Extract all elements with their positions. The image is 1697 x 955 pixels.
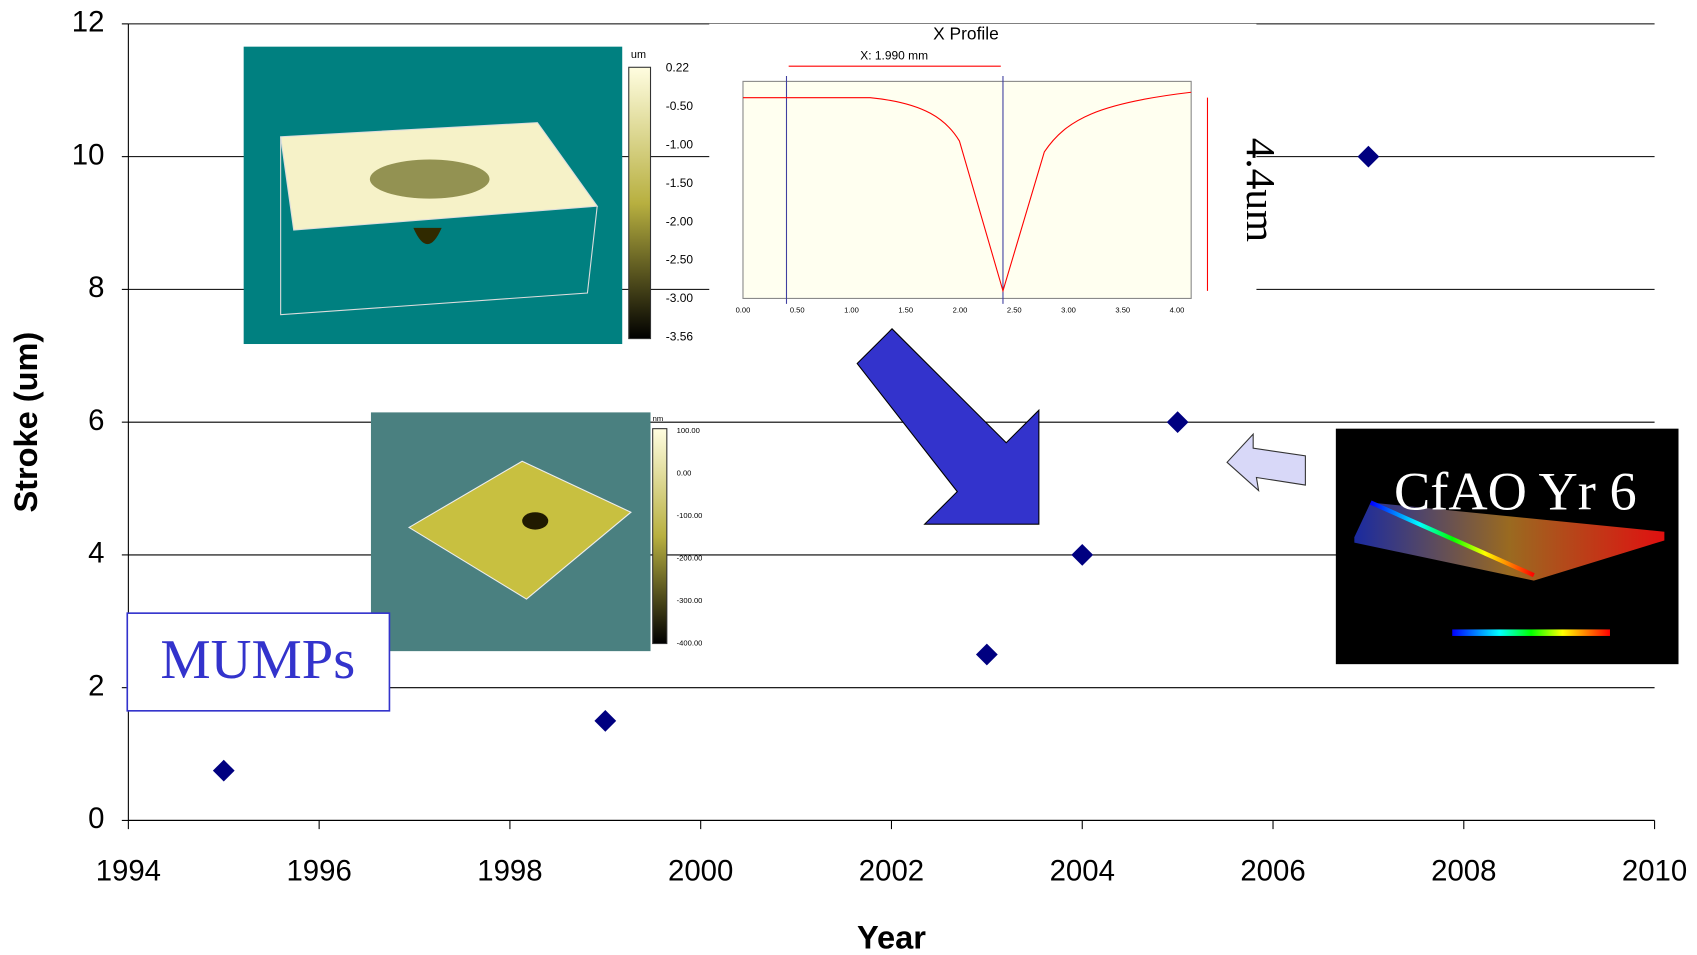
x-tick-label: 1998 — [477, 854, 542, 887]
colorbar-label: -300.00 — [677, 596, 703, 605]
colorbar-label: -200.00 — [677, 553, 703, 562]
profile-tick-label: 0.00 — [736, 305, 751, 314]
profile-tick-label: 2.00 — [953, 305, 968, 314]
colorbar-label: -1.00 — [666, 137, 694, 151]
chart: 0 2 4 6 8 10 12 1994 1996 1998 2000 2002 2004 2006 200… — [0, 0, 1697, 955]
arrow — [857, 329, 1039, 524]
profile-tick-label: 0.50 — [790, 305, 805, 314]
x-tick-label: 2010 — [1622, 854, 1687, 887]
surface-inset — [244, 47, 651, 344]
colorbar-label: -100.00 — [677, 511, 703, 520]
y-tick-label: 2 — [88, 669, 104, 702]
colorbar-unit: nm — [653, 414, 664, 423]
profile-tick-label: 1.00 — [844, 305, 859, 314]
y-tick-label: 4 — [88, 537, 104, 570]
y-axis-label: Stroke (um) — [7, 332, 44, 513]
colorbar-label: 0.22 — [666, 61, 690, 75]
colorbar-unit: um — [631, 49, 646, 61]
colorbar-label: -400.00 — [677, 639, 703, 648]
colorbar-label: -0.50 — [666, 99, 694, 113]
profile-tick-label: 1.50 — [898, 305, 913, 314]
colorbar-label: -1.50 — [666, 176, 694, 190]
annotation: MUMPs — [160, 629, 355, 691]
x-tick-label: 2004 — [1050, 854, 1115, 887]
data-point — [594, 710, 616, 732]
y-tick-label: 10 — [72, 138, 105, 171]
colorbar-label: 100.00 — [677, 426, 700, 435]
x-tick-label: 1994 — [96, 854, 161, 887]
data-point — [1167, 411, 1189, 433]
profile-inset — [709, 24, 1256, 317]
y-tick-label: 6 — [88, 404, 104, 437]
profile-title: X Profile — [933, 23, 999, 43]
y-tick-label: 0 — [88, 802, 104, 835]
x-tick-label: 2008 — [1431, 854, 1496, 887]
x-tick-label: 2006 — [1240, 854, 1305, 887]
profile-tick-label: 3.50 — [1115, 305, 1130, 314]
data-point — [1071, 544, 1093, 566]
colorbar-label: -3.00 — [666, 291, 694, 305]
data-point — [1358, 146, 1380, 168]
x-tick-label: 2000 — [668, 854, 733, 887]
profile-tick-label: 3.00 — [1061, 305, 1076, 314]
y-tick-label: 8 — [88, 271, 104, 304]
surface-inset-small — [371, 412, 667, 651]
page: 0 2 4 6 8 10 12 1994 1996 1998 2000 2002 2004 2006 200… — [0, 0, 1697, 955]
colorbar-label: 0.00 — [677, 468, 692, 477]
colorbar-label: -2.00 — [666, 214, 694, 228]
data-point — [976, 644, 998, 666]
annotation: CfAO Yr 6 — [1394, 462, 1637, 522]
profile-tick-label: 2.50 — [1007, 305, 1022, 314]
annotation: 4.4um — [1238, 138, 1284, 242]
x-axis-label: Year — [857, 918, 926, 955]
profile-tick-label: 4.00 — [1170, 305, 1185, 314]
x-tick-label: 2002 — [859, 854, 924, 887]
data-point — [213, 760, 235, 782]
colorbar-label: -2.50 — [666, 253, 694, 267]
colorbar-label: -3.56 — [666, 330, 694, 344]
y-tick-label: 12 — [72, 6, 105, 39]
profile-measure: X: 1.990 mm — [860, 49, 928, 63]
x-tick-label: 1996 — [286, 854, 351, 887]
arrow — [1227, 434, 1305, 490]
